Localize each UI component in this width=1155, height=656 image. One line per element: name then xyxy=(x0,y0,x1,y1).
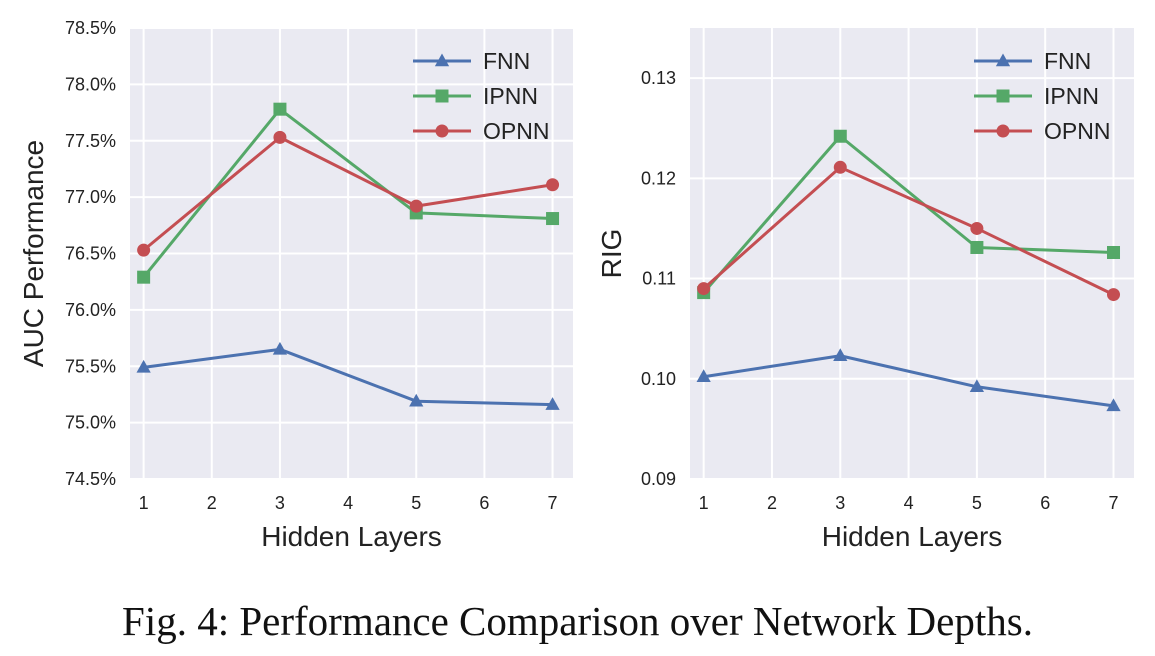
legend-marker-opnn xyxy=(996,124,1010,138)
x-tick-label: 3 xyxy=(835,493,845,513)
legend-marker-opnn xyxy=(435,124,449,138)
x-tick-label: 5 xyxy=(411,493,421,513)
chart-panel-2: 1 2 3 4 5 6 7 0.09 0.10 0.11 0.12 0.13 Hidden Layers… xyxy=(596,28,1134,552)
data-point-ipnn xyxy=(970,240,984,254)
legend-label-fnn: FNN xyxy=(483,48,530,74)
y-tick-label: 77.5% xyxy=(65,131,116,151)
y-tick-label: 74.5% xyxy=(65,469,116,489)
y-tick-label: 0.11 xyxy=(642,269,676,289)
x-tick-label: 1 xyxy=(699,493,709,513)
y-tick-label: 78.5% xyxy=(65,18,116,38)
y-tick-label: 78.0% xyxy=(65,74,116,94)
legend-marker-fnn xyxy=(434,53,450,67)
legend-label-fnn: FNN xyxy=(1044,48,1091,74)
data-point-fnn xyxy=(696,369,711,383)
data-point-ipnn xyxy=(273,102,287,116)
series-line-fnn xyxy=(143,347,553,407)
x-tick-label: 4 xyxy=(904,493,914,513)
data-point-opnn xyxy=(409,199,423,213)
y-tick-label: 77.0% xyxy=(65,187,116,207)
data-point-opnn xyxy=(970,221,984,235)
y-tick-label: 76.5% xyxy=(65,244,116,264)
data-point-fnn xyxy=(1106,398,1121,412)
x-tick-label: 2 xyxy=(767,493,777,513)
x-tick-label: 6 xyxy=(1040,493,1050,513)
data-point-opnn xyxy=(546,178,560,192)
chart-panel-1: 1 2 3 4 5 6 7 74.5% 75.0% 75.5% 76.0% 76.5% 77.0% 77.… xyxy=(18,18,573,552)
y-tick-label: 0.09 xyxy=(641,469,676,489)
data-point-fnn xyxy=(409,393,424,407)
legend-label-opnn: OPNN xyxy=(1044,118,1110,144)
data-point-opnn xyxy=(273,130,287,144)
legend: FNN IPNN OPNN xyxy=(974,48,1110,144)
plot-area xyxy=(690,28,1134,479)
x-tick-label: 1 xyxy=(139,493,149,513)
y-tick-label: 76.0% xyxy=(65,300,116,320)
legend-label-ipnn: IPNN xyxy=(1044,83,1099,109)
legend-marker-ipnn xyxy=(996,89,1010,103)
x-tick-label: 7 xyxy=(548,493,558,513)
legend-label-opnn: OPNN xyxy=(483,118,549,144)
data-point-fnn xyxy=(969,379,985,393)
data-point-fnn xyxy=(833,348,848,361)
y-tick-label: 75.0% xyxy=(65,413,116,433)
series-line-opnn xyxy=(142,135,553,252)
legend-marker-ipnn xyxy=(435,89,449,103)
y-axis-label: RIG xyxy=(596,229,627,279)
x-tick-label: 7 xyxy=(1108,493,1118,513)
data-point-fnn xyxy=(136,359,151,373)
figure-caption: Fig. 4: Performance Comparison over Netw… xyxy=(122,598,1033,644)
series-line-ipnn xyxy=(702,134,1114,294)
x-axis-label: Hidden Layers xyxy=(261,521,442,552)
y-tick-label: 0.12 xyxy=(641,168,676,188)
x-tick-label: 3 xyxy=(275,493,285,513)
x-tick-label: 4 xyxy=(343,493,353,513)
series-line-fnn xyxy=(703,354,1114,408)
x-tick-label: 5 xyxy=(972,493,982,513)
y-tick-label: 75.5% xyxy=(65,356,116,376)
legend-marker-fnn xyxy=(995,53,1011,67)
x-axis-label: Hidden Layers xyxy=(822,521,1003,552)
y-tick-label: 0.10 xyxy=(641,369,676,389)
data-point-opnn xyxy=(697,282,711,296)
data-point-ipnn xyxy=(137,270,151,284)
charts-figure: 1 2 3 4 5 6 7 74.5% 75.0% 75.5% 76.0% 76.5% 77.0% 77.… xyxy=(18,18,1134,552)
x-tick-label: 6 xyxy=(479,493,489,513)
data-point-fnn xyxy=(545,397,560,410)
data-point-opnn xyxy=(1107,288,1121,302)
data-point-ipnn xyxy=(546,212,560,226)
y-axis-label: AUC Performance xyxy=(18,140,49,367)
data-point-fnn xyxy=(272,341,288,355)
x-tick-label: 2 xyxy=(207,493,217,513)
data-point-ipnn xyxy=(833,129,847,143)
data-point-opnn xyxy=(137,243,151,257)
legend: FNN IPNN OPNN xyxy=(413,48,549,144)
y-tick-label: 0.13 xyxy=(641,68,676,88)
data-point-ipnn xyxy=(1107,245,1121,259)
data-point-opnn xyxy=(833,160,847,174)
series-line-opnn xyxy=(702,165,1115,296)
legend-label-ipnn: IPNN xyxy=(483,83,538,109)
